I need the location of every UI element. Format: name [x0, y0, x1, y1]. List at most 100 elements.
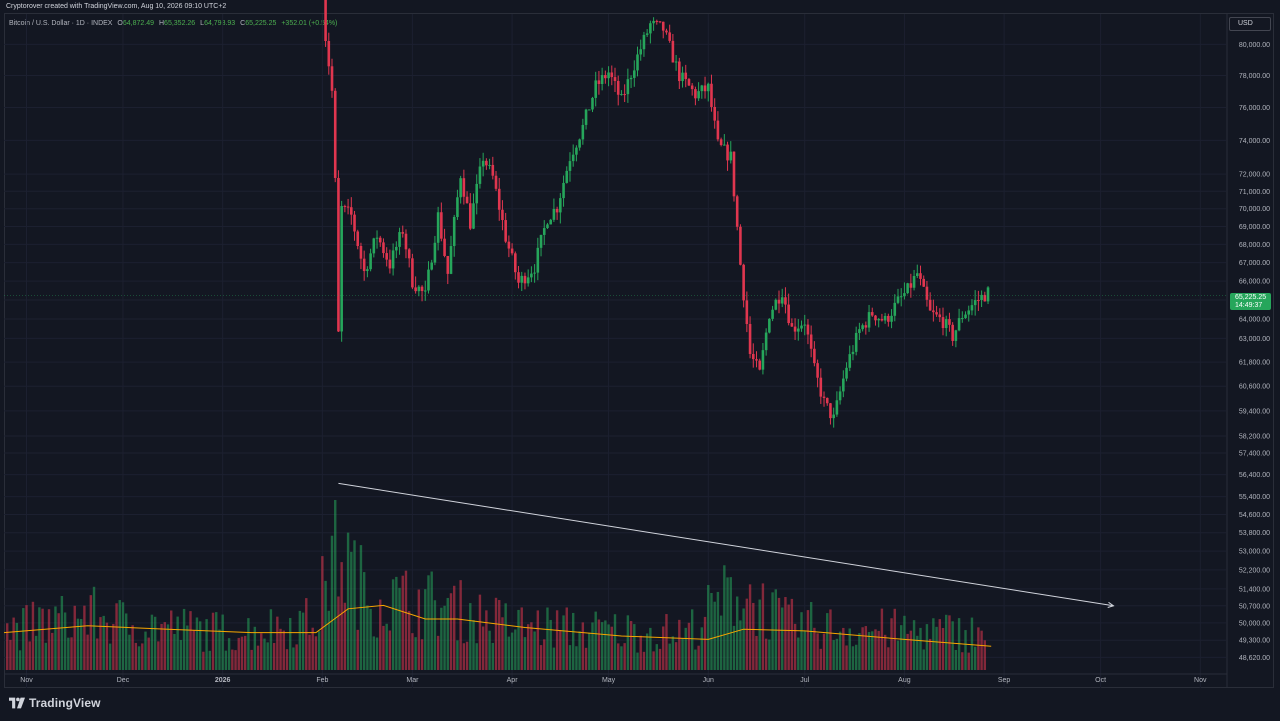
candle-body: [829, 403, 832, 419]
volume-bar: [565, 607, 568, 670]
volume-bar: [964, 630, 967, 670]
tradingview-logo[interactable]: TradingView: [9, 696, 101, 710]
volume-bar: [806, 610, 810, 670]
trend-line-group[interactable]: [338, 482, 1115, 608]
candle-body: [404, 233, 408, 250]
candle-body: [449, 246, 453, 274]
volume-bar: [514, 629, 517, 670]
candle-body: [658, 21, 662, 23]
time-tick-label: Aug: [898, 677, 911, 684]
volume-bar: [41, 608, 44, 670]
candle-body: [755, 359, 758, 361]
price-tick-label: 48,620.00: [1239, 655, 1270, 662]
price-chart[interactable]: 80,000.00 78,000.00 76,000.00 74,000.00 72,0…: [0, 0, 1280, 690]
volume-bar: [279, 628, 282, 670]
volume-bar: [343, 602, 347, 670]
candle-body: [446, 255, 450, 274]
volume-bar: [922, 649, 925, 670]
volume-bar: [597, 619, 601, 670]
volume-bar: [195, 617, 199, 670]
volume-bar: [147, 637, 150, 670]
candle-body: [343, 206, 347, 208]
candle-body: [793, 326, 797, 332]
volume-bar: [559, 630, 562, 670]
volume-bar: [571, 612, 575, 670]
volume-bar: [86, 634, 89, 670]
trend-arrow-head: [1107, 601, 1115, 608]
volume-bar: [240, 636, 244, 670]
candle-body: [523, 275, 527, 284]
volume-bar: [842, 627, 845, 670]
time-tick-label: Nov: [20, 677, 33, 684]
candle-body: [848, 354, 852, 368]
candle-body: [661, 21, 665, 31]
volume-bar: [549, 619, 552, 670]
volume-bar: [829, 609, 832, 670]
volume-bar: [298, 610, 302, 670]
candle-body: [639, 49, 643, 55]
volume-bar: [578, 631, 581, 670]
volume-bar: [703, 616, 707, 670]
candle-body: [549, 219, 552, 225]
time-tick-label: Apr: [507, 677, 519, 684]
volume-bar: [832, 640, 835, 670]
price-tick-label: 71,000.00: [1239, 189, 1270, 196]
currency-button[interactable]: USD: [1229, 17, 1271, 31]
candle-body: [665, 30, 668, 33]
candle-body: [729, 151, 733, 161]
volume-bar: [690, 609, 694, 670]
close-label: C: [240, 20, 246, 27]
volume-bar: [501, 617, 504, 670]
volume-bar: [433, 600, 437, 670]
volume-bar: [700, 627, 704, 670]
volume-bar: [488, 630, 491, 670]
candle-body: [375, 237, 379, 239]
volume-bar: [697, 645, 700, 670]
candle-body: [941, 317, 945, 329]
candle-body: [571, 154, 575, 162]
volume-bar: [613, 614, 617, 670]
candle-body: [893, 302, 897, 316]
volume-bar: [581, 622, 585, 670]
candle-body: [440, 212, 443, 239]
change-value: +352.01 (+0.54%): [281, 20, 338, 27]
volume-bar: [334, 500, 337, 670]
volume-bar: [900, 625, 903, 670]
volume-bar: [919, 627, 922, 670]
tradingview-logo-icon: [9, 697, 25, 709]
volume-bar: [912, 620, 916, 670]
candle-body: [751, 353, 755, 360]
candle-body: [616, 80, 620, 95]
volume-bar: [420, 639, 424, 670]
symbol-name[interactable]: Bitcoin / U.S. Dollar · 1D · INDEX: [9, 20, 113, 27]
volume-bar: [231, 649, 234, 670]
volume-bar: [314, 636, 318, 670]
volume-bar: [31, 601, 35, 670]
volume-bar: [76, 618, 80, 670]
volume-bar: [674, 642, 678, 670]
volume-bar: [192, 630, 195, 670]
time-tick-label: Sep: [998, 677, 1011, 684]
volume-bar: [153, 616, 157, 670]
candle-body: [581, 124, 585, 140]
volume-bar: [112, 623, 115, 670]
volume-bar: [591, 622, 594, 670]
price-tick-label: 50,000.00: [1239, 620, 1270, 627]
candle-body: [771, 309, 774, 319]
price-tick-label: 49,300.00: [1239, 638, 1270, 645]
volume-bar: [115, 603, 118, 670]
volume-bar: [385, 623, 388, 670]
volume-bar: [362, 572, 366, 670]
candle-body: [768, 318, 771, 333]
volume-bar: [665, 614, 668, 670]
volume-bar: [523, 637, 527, 670]
candles: [4, 0, 1226, 428]
volume-bar: [909, 630, 913, 670]
time-axis[interactable]: Nov Dec 2026 Feb Mar Apr May Jun Jul Aug Sep Oct Nov: [4, 673, 1227, 684]
volume-bar: [584, 647, 588, 670]
volume-bar: [118, 600, 121, 670]
price-axis[interactable]: 80,000.00 78,000.00 76,000.00 74,000.00 72,0…: [1226, 13, 1270, 688]
candle-body: [858, 329, 861, 333]
high-label: H: [158, 20, 165, 27]
volume-bar: [533, 631, 536, 670]
